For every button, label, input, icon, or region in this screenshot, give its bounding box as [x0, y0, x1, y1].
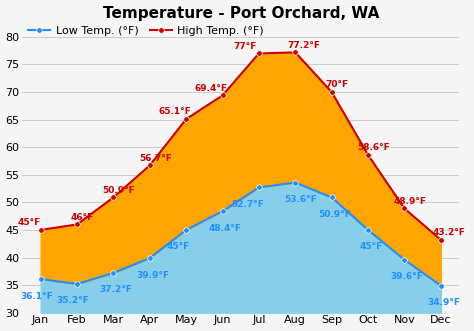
High Temp. (°F)	[38, 228, 44, 232]
Text: 65.1°F: 65.1°F	[159, 107, 191, 116]
High Temp. (°F)	[438, 238, 444, 242]
Text: 46°F: 46°F	[71, 213, 94, 222]
Low Temp. (°F)	[292, 180, 298, 184]
High Temp. (°F)	[256, 52, 262, 56]
Text: 45°F: 45°F	[166, 242, 190, 252]
Text: 50.9°F: 50.9°F	[102, 186, 136, 195]
High Temp. (°F)	[183, 117, 189, 121]
Text: 56.7°F: 56.7°F	[139, 154, 172, 163]
Text: 34.9°F: 34.9°F	[427, 298, 460, 307]
Text: 45°F: 45°F	[18, 218, 41, 227]
Text: 39.6°F: 39.6°F	[391, 272, 424, 281]
Line: High Temp. (°F): High Temp. (°F)	[38, 50, 444, 243]
High Temp. (°F)	[292, 50, 298, 54]
Low Temp. (°F)	[38, 277, 44, 281]
Text: 70°F: 70°F	[326, 80, 349, 89]
Text: 36.1°F: 36.1°F	[20, 292, 53, 301]
Text: 37.2°F: 37.2°F	[100, 285, 133, 295]
Text: 48.4°F: 48.4°F	[209, 224, 242, 233]
Low Temp. (°F)	[438, 284, 444, 288]
Low Temp. (°F)	[365, 228, 371, 232]
Low Temp. (°F)	[183, 228, 189, 232]
Text: 58.6°F: 58.6°F	[357, 143, 390, 152]
Text: 35.2°F: 35.2°F	[56, 297, 89, 306]
High Temp. (°F)	[74, 222, 80, 226]
Text: 77.2°F: 77.2°F	[287, 41, 320, 50]
Text: 43.2°F: 43.2°F	[433, 228, 465, 237]
High Temp. (°F)	[110, 195, 116, 199]
High Temp. (°F)	[365, 153, 371, 157]
Line: Low Temp. (°F): Low Temp. (°F)	[38, 180, 444, 288]
High Temp. (°F)	[147, 164, 153, 167]
Legend: Low Temp. (°F), High Temp. (°F): Low Temp. (°F), High Temp. (°F)	[28, 26, 264, 36]
Low Temp. (°F)	[219, 209, 225, 213]
Low Temp. (°F)	[401, 258, 407, 262]
Text: 50.9°F: 50.9°F	[318, 210, 351, 219]
Text: 39.9°F: 39.9°F	[136, 270, 169, 280]
Low Temp. (°F)	[329, 195, 335, 199]
Title: Temperature - Port Orchard, WA: Temperature - Port Orchard, WA	[102, 6, 379, 21]
Low Temp. (°F)	[147, 256, 153, 260]
Text: 45°F: 45°F	[359, 242, 383, 252]
High Temp. (°F)	[329, 90, 335, 94]
Text: 52.7°F: 52.7°F	[231, 200, 264, 209]
Text: 77°F: 77°F	[233, 42, 257, 51]
Low Temp. (°F)	[110, 271, 116, 275]
High Temp. (°F)	[219, 93, 225, 97]
Low Temp. (°F)	[74, 282, 80, 286]
Text: 53.6°F: 53.6°F	[284, 195, 317, 204]
High Temp. (°F)	[401, 207, 407, 211]
Text: 48.9°F: 48.9°F	[393, 197, 427, 206]
Text: 69.4°F: 69.4°F	[195, 84, 228, 93]
Low Temp. (°F)	[256, 185, 262, 189]
